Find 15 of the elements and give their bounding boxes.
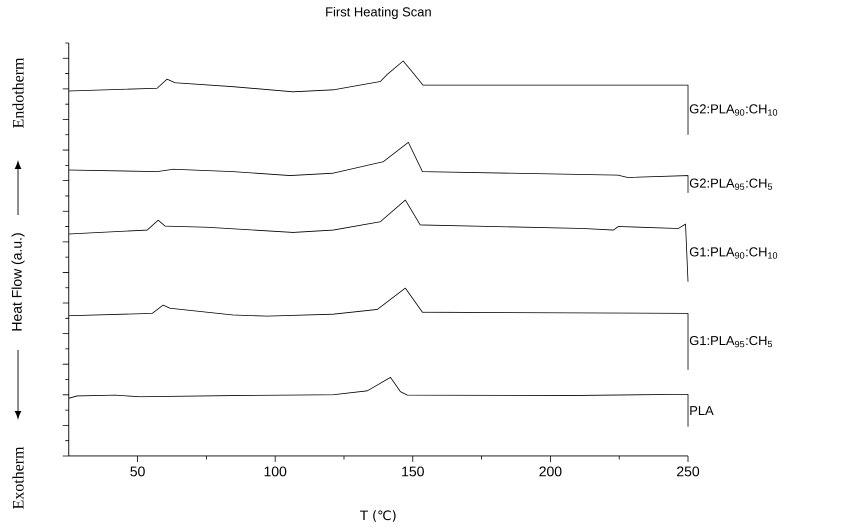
- y-axis-title: Heat Flow (a.u.): [12, 233, 25, 330]
- series-label: G2:PLA$_{95}$:CH$_{5}$: [690, 178, 772, 190]
- text: Exotherm: [12, 446, 24, 509]
- x-tick-label: 100: [264, 466, 286, 476]
- series-label: PLA: [690, 406, 714, 416]
- series-label: G1:PLA$_{95}$:CH$_{5}$: [690, 336, 772, 348]
- text: Endotherm: [12, 58, 24, 128]
- x-axis-title: T (℃): [360, 510, 396, 522]
- x-tick-label: 50: [130, 466, 145, 476]
- x-tick-label: 150: [402, 466, 424, 476]
- series-label: G1:PLA$_{90}$:CH$_{10}$: [690, 247, 778, 259]
- x-tick-label: 200: [539, 466, 562, 476]
- series-label: G2:PLA$_{90}$:CH$_{10}$: [690, 104, 778, 116]
- x-tick-label: 250: [677, 466, 700, 476]
- chart-title: First Heating Scan: [326, 6, 431, 20]
